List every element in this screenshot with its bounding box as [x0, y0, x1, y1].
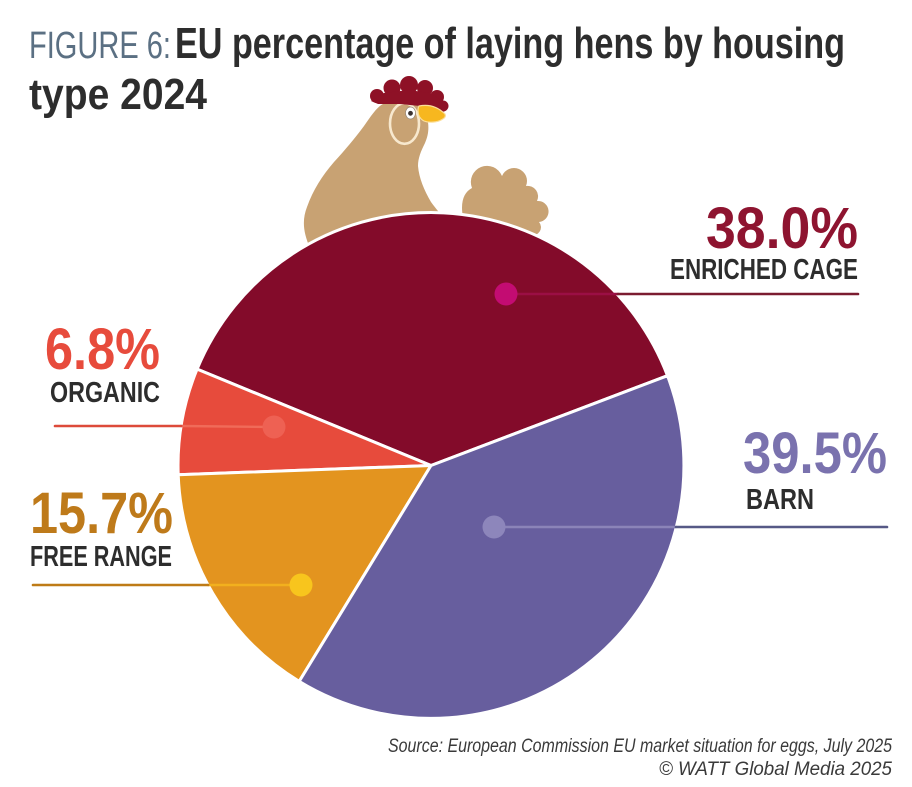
svg-text:ORGANIC: ORGANIC — [50, 377, 160, 409]
svg-text:6.8%: 6.8% — [45, 317, 160, 382]
svg-text:FIGURE 6:: FIGURE 6: — [29, 25, 171, 67]
svg-text:FREE RANGE: FREE RANGE — [30, 541, 172, 573]
svg-text:Source: European Commission EU: Source: European Commission EU market si… — [388, 735, 892, 757]
svg-text:type 2024: type 2024 — [29, 70, 207, 119]
svg-text:38.0%: 38.0% — [706, 196, 858, 261]
svg-text:ENRICHED CAGE: ENRICHED CAGE — [670, 254, 858, 286]
svg-text:15.7%: 15.7% — [30, 481, 173, 546]
svg-text:EU percentage of laying hens b: EU percentage of laying hens by housing — [175, 19, 845, 68]
svg-text:39.5%: 39.5% — [743, 421, 887, 486]
svg-text:© WATT Global Media 2025: © WATT Global Media 2025 — [659, 758, 892, 780]
svg-text:BARN: BARN — [746, 484, 814, 516]
